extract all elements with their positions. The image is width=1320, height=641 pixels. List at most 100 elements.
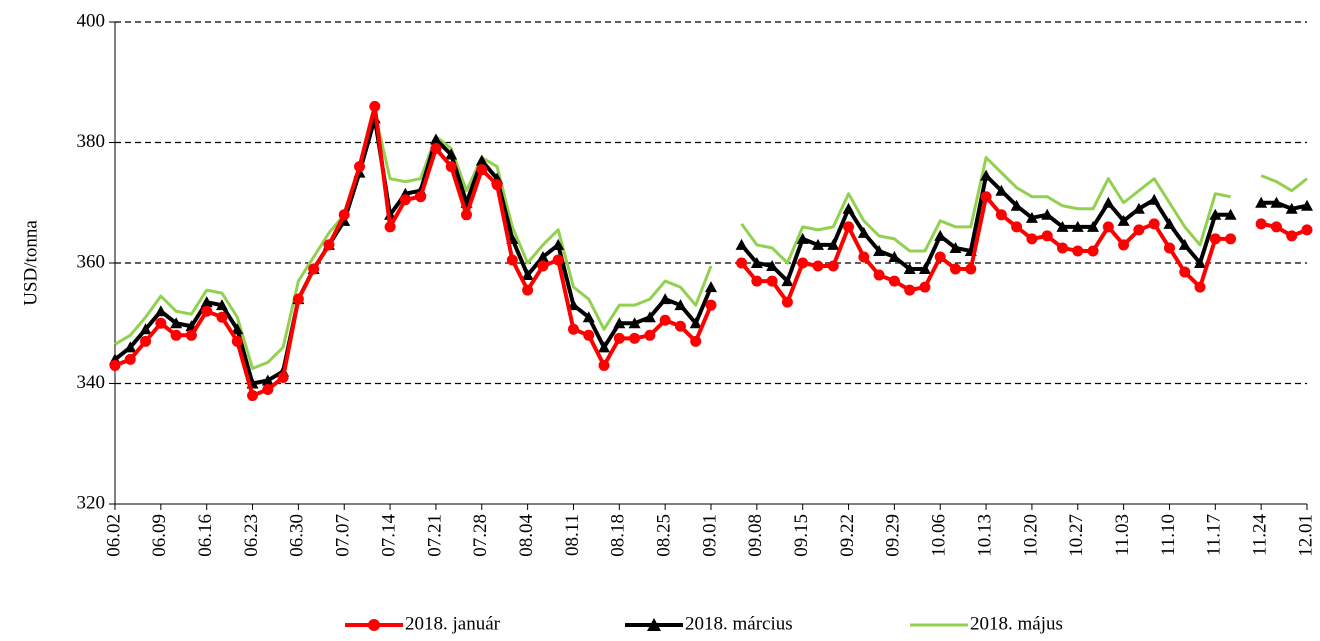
point-marker (1285, 202, 1298, 214)
point-marker (873, 269, 885, 281)
point-marker (827, 260, 839, 272)
point-marker (1301, 224, 1313, 236)
point-marker (567, 323, 579, 335)
point-marker (369, 100, 381, 112)
point-marker (1178, 238, 1191, 250)
point-marker (1117, 214, 1130, 226)
y-tick-label: 400 (77, 10, 106, 31)
point-marker (537, 260, 549, 272)
point-marker (536, 250, 549, 262)
point-marker (598, 359, 610, 371)
point-marker (705, 281, 717, 293)
x-tick-label: 12.01 (1295, 514, 1316, 557)
point-marker (904, 284, 916, 296)
point-marker (491, 179, 503, 191)
point-marker (918, 263, 931, 275)
point-marker (216, 311, 228, 323)
point-marker (475, 154, 488, 166)
point-marker (1255, 218, 1267, 230)
x-tick-label: 10.13 (974, 514, 995, 557)
point-marker (995, 184, 1008, 196)
point-marker (735, 238, 748, 250)
point-marker (201, 305, 213, 317)
point-marker (705, 299, 717, 311)
point-marker (277, 371, 289, 383)
point-marker (445, 148, 458, 160)
point-marker (1072, 245, 1084, 257)
point-marker (154, 305, 167, 317)
point-marker (888, 275, 900, 287)
point-marker (781, 296, 793, 308)
point-marker (1270, 196, 1283, 208)
x-tick-label: 06.23 (241, 514, 262, 557)
x-tick-label: 06.30 (287, 514, 308, 557)
point-marker (736, 257, 748, 269)
point-marker (506, 254, 518, 266)
point-marker (338, 209, 350, 221)
point-marker (521, 269, 534, 281)
x-tick-label: 09.08 (745, 514, 766, 557)
point-marker (460, 209, 472, 221)
point-marker (797, 257, 809, 269)
x-tick-label: 08.18 (608, 514, 629, 557)
point-marker (1011, 221, 1023, 233)
point-marker (261, 374, 274, 386)
point-marker (980, 169, 993, 181)
point-marker (384, 221, 396, 233)
point-marker (429, 133, 442, 145)
legend-marker (647, 618, 661, 631)
point-marker (1087, 245, 1099, 257)
point-marker (873, 244, 886, 256)
x-tick-label: 06.09 (149, 514, 170, 557)
point-marker (231, 323, 244, 335)
point-marker (689, 317, 702, 329)
point-marker (949, 241, 962, 253)
point-marker (155, 317, 167, 329)
series-line (113, 116, 713, 386)
y-tick-label: 320 (77, 492, 106, 513)
point-marker (811, 238, 824, 250)
point-marker (1102, 196, 1115, 208)
x-tick-label: 08.11 (562, 514, 583, 556)
point-marker (674, 299, 687, 311)
point-marker (1179, 266, 1191, 278)
point-marker (812, 260, 824, 272)
x-tick-label: 06.02 (103, 514, 124, 557)
x-tick-label: 09.29 (883, 514, 904, 557)
point-marker (1118, 239, 1130, 251)
legend-label: 2018. május (970, 613, 1063, 634)
point-marker (598, 341, 611, 353)
point-marker (583, 329, 595, 341)
point-marker (950, 263, 962, 275)
point-marker (1163, 242, 1175, 254)
point-marker (781, 275, 794, 287)
point-marker (643, 311, 656, 323)
point-marker (124, 353, 136, 365)
point-marker (1209, 233, 1221, 245)
point-marker (751, 275, 763, 287)
point-marker (644, 329, 656, 341)
point-marker (1133, 224, 1145, 236)
point-marker (231, 335, 243, 347)
point-marker (1225, 233, 1237, 245)
point-marker (1025, 211, 1038, 223)
x-tick-label: 07.28 (470, 514, 491, 557)
point-marker (292, 293, 304, 305)
point-marker (170, 317, 183, 329)
point-marker (1010, 199, 1023, 211)
point-marker (766, 260, 779, 272)
x-tick-label: 11.10 (1158, 514, 1179, 556)
series-line (1261, 200, 1308, 211)
point-marker (430, 143, 442, 155)
point-marker (552, 238, 565, 250)
point-marker (858, 251, 870, 263)
series-line (1260, 221, 1308, 238)
point-marker (215, 299, 228, 311)
point-marker (1209, 208, 1222, 220)
point-marker (354, 161, 366, 173)
point-marker (888, 250, 901, 262)
point-marker (629, 332, 641, 344)
point-marker (1270, 221, 1282, 233)
point-marker (613, 317, 626, 329)
